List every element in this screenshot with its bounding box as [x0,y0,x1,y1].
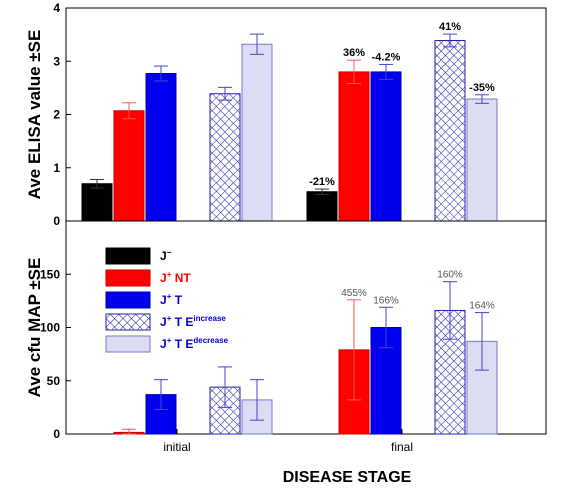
legend-label-base: J [160,249,167,263]
bar-annotation: -35% [469,82,495,94]
legend-label-sup: + [167,336,172,345]
legend-label-base: J [160,337,167,351]
cfu-panel: 0 50 100 150 455% 166% 160% 164% Ave cfu MAP ±SE… [25,220,547,454]
legend-label-jneg: J− [160,248,172,263]
legend-label-base: J [160,293,167,307]
legend-swatch-jt [105,291,151,309]
y-tick-label: 100 [40,321,60,335]
bar-jte_dec-final [466,98,498,222]
y-tick-label: 0 [53,427,60,441]
y-tick-label: 150 [40,267,60,281]
y-tick-label: 2 [53,108,60,122]
bar-jt-initial [145,72,177,222]
legend-label-jt: J+ T [160,292,183,307]
legend-label-sup2: increase [193,314,226,323]
y-tick-label: 3 [53,54,60,68]
y-tick-label: 50 [47,374,61,388]
bar-jt-final [370,71,402,222]
legend-label-sup2: decrease [193,336,228,345]
y-axis-label: Ave ELISA value ±SE [25,30,44,200]
y-axis-label-part: ELISA [25,114,44,164]
bar-annotation: 166% [373,295,399,306]
bar-jneg-initial [81,183,113,222]
legend-label-rest: T E [171,315,193,329]
elisa-panel: 0 1 2 3 4 -21% 36% -4.2% 41% -35% Ave ELISA value … [25,1,547,228]
x-tick-label: initial [163,440,190,454]
legend-swatch-jnt [105,269,151,287]
bar-jneg-final [306,191,338,222]
bar-annotation: 160% [437,270,463,281]
legend-label-base: J [160,315,167,329]
y-axis-label: Ave cfu MAP ±SE [25,258,44,398]
bar-annotation: -4.2% [372,51,401,63]
x-axis-label: DISEASE STAGE [283,469,412,486]
legend-swatch-jte_inc [105,313,151,331]
y-tick-label: 1 [53,161,60,175]
legend-label-base: J [160,271,167,285]
bar-jte_inc-final [434,39,466,222]
legend-swatch-jneg [105,247,151,265]
bar-annotation: 164% [469,301,495,312]
x-tick-label: final [391,440,413,454]
legend-label-rest: T [171,293,182,307]
bar-jte_dec-initial [241,43,273,222]
bar-jte_inc-initial [209,93,241,222]
y-axis-label-part: value ±SE [25,30,44,115]
legend-label-sup: + [167,314,172,323]
legend-label-jnt: J+ NT [160,270,191,285]
legend-swatch-jte_dec [105,335,151,353]
legend-label-sup: − [167,248,172,257]
bar-jnt-initial [113,110,145,222]
legend-label-sup: + [167,270,172,279]
y-axis-label-part: Ave [25,164,44,199]
legend-label-rest: T E [171,337,193,351]
bar-jnt-final [338,71,370,222]
legend-label-sup: + [167,292,172,301]
legend-label-jte_inc: J+ T Eincrease [160,314,226,329]
bar-annotation: 41% [439,21,461,33]
y-tick-label: 4 [53,1,60,15]
legend-label-rest: NT [171,271,191,285]
bar-annotation: 36% [343,47,365,59]
legend-label-jte_dec: J+ T Edecrease [160,336,229,351]
bar-annotation: 455% [341,288,367,299]
bar-annotation: -21% [309,176,335,188]
y-tick-label: 0 [53,214,60,228]
